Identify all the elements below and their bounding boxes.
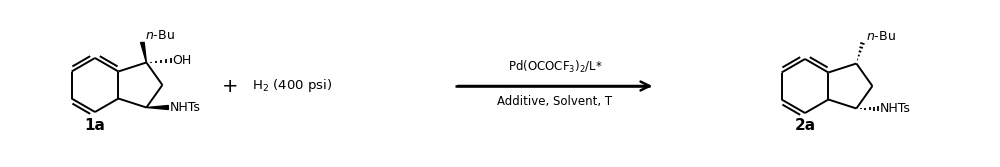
- Text: Additive, Solvent, T: Additive, Solvent, T: [497, 95, 613, 108]
- Text: NHTs: NHTs: [879, 102, 910, 115]
- Polygon shape: [141, 42, 146, 62]
- Text: $\it{n}$-Bu: $\it{n}$-Bu: [145, 29, 175, 42]
- Text: +: +: [222, 76, 238, 96]
- Text: H$_2$ (400 psi): H$_2$ (400 psi): [252, 77, 332, 95]
- Text: Pd(OCOCF$_3$)$_2$/L*: Pd(OCOCF$_3$)$_2$/L*: [508, 59, 602, 75]
- Text: 1a: 1a: [85, 118, 105, 132]
- Text: OH: OH: [172, 54, 192, 67]
- Text: 2a: 2a: [794, 118, 816, 132]
- Text: NHTs: NHTs: [169, 101, 200, 114]
- Polygon shape: [146, 106, 168, 110]
- Text: $\it{n}$-Bu: $\it{n}$-Bu: [866, 30, 896, 42]
